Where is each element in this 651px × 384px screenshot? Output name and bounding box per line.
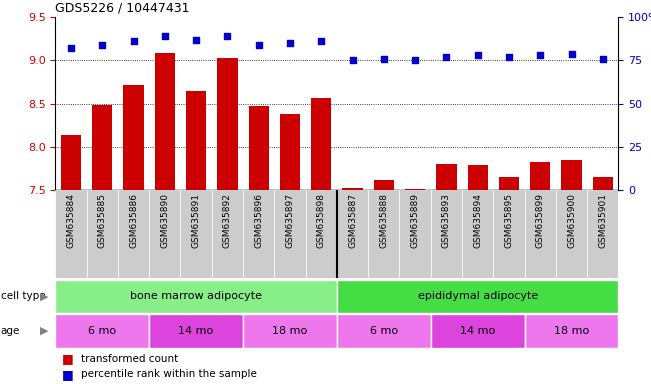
Bar [311, 98, 331, 190]
Text: 14 mo: 14 mo [460, 326, 495, 336]
Bar [124, 85, 144, 190]
Point [316, 38, 326, 45]
Text: GSM635901: GSM635901 [598, 193, 607, 248]
Bar [405, 189, 425, 190]
Text: epididymal adipocyte: epididymal adipocyte [417, 291, 538, 301]
Text: GSM635888: GSM635888 [380, 193, 388, 248]
Text: cell type: cell type [1, 291, 46, 301]
Text: 18 mo: 18 mo [554, 326, 589, 336]
Point [253, 42, 264, 48]
Point [191, 37, 201, 43]
Bar [92, 106, 113, 190]
Point [128, 38, 139, 45]
Text: GSM635891: GSM635891 [191, 193, 201, 248]
Point [566, 51, 577, 57]
Text: ▶: ▶ [40, 291, 49, 301]
Text: ■: ■ [62, 368, 74, 381]
Bar [243, 314, 337, 348]
Text: GSM635884: GSM635884 [66, 193, 76, 248]
Bar [55, 314, 149, 348]
Bar [525, 314, 618, 348]
Point [598, 56, 608, 62]
Bar [525, 190, 556, 278]
Bar [337, 190, 368, 278]
Bar [149, 190, 180, 278]
Bar [337, 280, 618, 313]
Text: GSM635890: GSM635890 [160, 193, 169, 248]
Text: GSM635899: GSM635899 [536, 193, 545, 248]
Bar [400, 190, 431, 278]
Bar [374, 180, 394, 190]
Bar [180, 190, 212, 278]
Bar [342, 189, 363, 190]
Text: GSM635894: GSM635894 [473, 193, 482, 248]
Bar [87, 190, 118, 278]
Point [97, 42, 107, 48]
Bar [592, 177, 613, 190]
Bar [368, 190, 400, 278]
Text: ■: ■ [62, 353, 74, 366]
Bar [493, 190, 525, 278]
Text: 14 mo: 14 mo [178, 326, 214, 336]
Point [379, 56, 389, 62]
Text: percentile rank within the sample: percentile rank within the sample [81, 369, 257, 379]
Bar [155, 53, 175, 190]
Point [348, 58, 358, 64]
Point [66, 45, 76, 51]
Text: ▶: ▶ [40, 326, 49, 336]
Bar [337, 314, 431, 348]
Bar [217, 58, 238, 190]
Bar [556, 190, 587, 278]
Point [473, 52, 483, 58]
Bar [587, 190, 618, 278]
Text: transformed count: transformed count [81, 354, 178, 364]
Text: GSM635886: GSM635886 [129, 193, 138, 248]
Bar [305, 190, 337, 278]
Text: GSM635898: GSM635898 [317, 193, 326, 248]
Text: GSM635885: GSM635885 [98, 193, 107, 248]
Text: bone marrow adipocyte: bone marrow adipocyte [130, 291, 262, 301]
Text: GSM635887: GSM635887 [348, 193, 357, 248]
Bar [243, 190, 274, 278]
Text: GSM635893: GSM635893 [442, 193, 451, 248]
Bar [436, 164, 456, 190]
Point [222, 33, 232, 40]
Bar [561, 160, 582, 190]
Text: 6 mo: 6 mo [370, 326, 398, 336]
Text: GSM635897: GSM635897 [286, 193, 294, 248]
Bar [274, 190, 305, 278]
Text: GDS5226 / 10447431: GDS5226 / 10447431 [55, 2, 190, 15]
Point [504, 54, 514, 60]
Text: GSM635892: GSM635892 [223, 193, 232, 248]
Bar [280, 114, 300, 190]
Point [535, 52, 546, 58]
Bar [462, 190, 493, 278]
Text: 6 mo: 6 mo [88, 326, 117, 336]
Bar [186, 91, 206, 190]
Text: GSM635896: GSM635896 [254, 193, 263, 248]
Bar [212, 190, 243, 278]
Text: GSM635895: GSM635895 [505, 193, 514, 248]
Point [441, 54, 452, 60]
Text: 18 mo: 18 mo [272, 326, 307, 336]
Bar [55, 190, 87, 278]
Point [159, 33, 170, 40]
Bar [431, 190, 462, 278]
Bar [530, 162, 550, 190]
Bar [61, 135, 81, 190]
Text: GSM635889: GSM635889 [411, 193, 420, 248]
Point [410, 58, 421, 64]
Text: age: age [1, 326, 20, 336]
Point [284, 40, 295, 46]
Bar [249, 106, 269, 190]
Text: GSM635900: GSM635900 [567, 193, 576, 248]
Bar [118, 190, 149, 278]
Bar [499, 177, 519, 190]
Bar [55, 280, 337, 313]
Bar [431, 314, 525, 348]
Bar [149, 314, 243, 348]
Bar [467, 165, 488, 190]
